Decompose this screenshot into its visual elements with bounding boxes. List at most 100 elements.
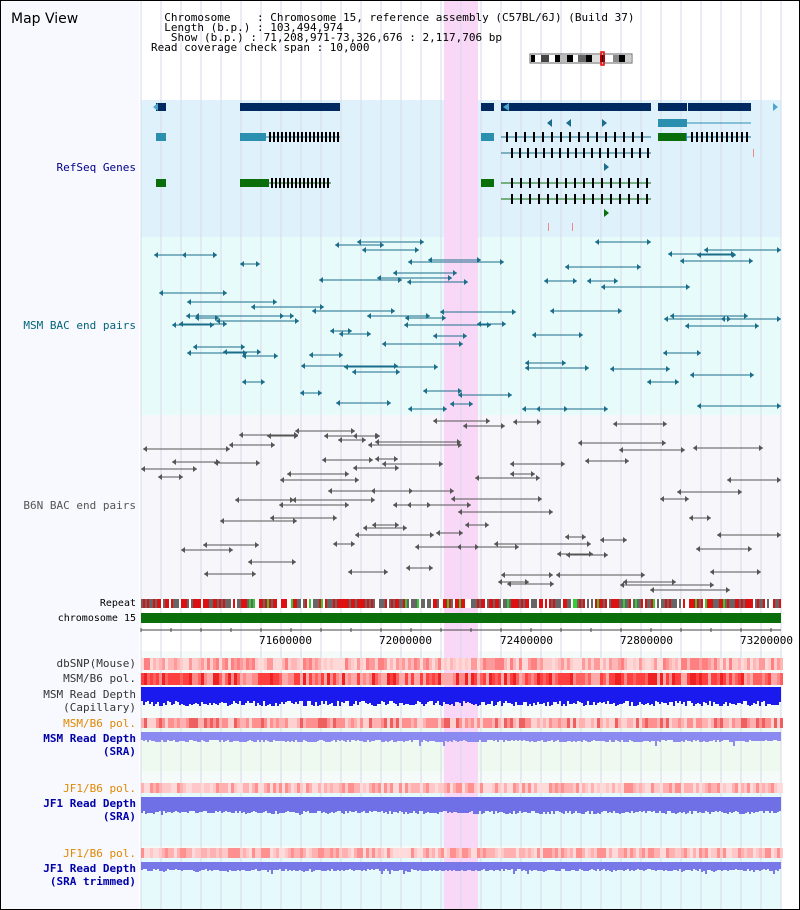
msm-bac-pair-end — [398, 277, 402, 283]
exon — [337, 132, 339, 142]
msm-depth-sra — [553, 732, 555, 742]
repeat-segment — [387, 599, 389, 608]
b6n-bac-pair-end — [324, 433, 328, 439]
track-label-repeat[interactable]: Repeat — [99, 598, 136, 609]
jf1-depth-sra — [311, 797, 313, 813]
track-label-msm-bac[interactable]: MSM BAC end pairs — [23, 319, 136, 332]
msm-depth-capillary — [393, 687, 395, 703]
jf1-pol-heat — [429, 783, 432, 793]
b6n-bac-pair-end — [294, 433, 298, 439]
msm-depth-capillary — [589, 687, 591, 705]
jf1-depth-sra — [609, 797, 611, 812]
jf1-depth-trim — [529, 862, 531, 870]
exon — [691, 132, 693, 142]
repeat-segment — [285, 599, 287, 608]
jf1-depth-sra — [191, 797, 193, 811]
msm-depth-capillary — [567, 687, 569, 701]
msm-pol2-heat — [615, 718, 618, 728]
jf1-depth-sra — [385, 797, 387, 812]
msm-pol2-heat — [750, 718, 753, 728]
msm-depth-sra — [147, 732, 149, 742]
msm-depth-sra — [721, 732, 723, 741]
msm-pol2-heat — [564, 718, 567, 728]
msm-depth-capillary — [779, 687, 781, 702]
msm-bac-pair-end — [697, 252, 701, 258]
msm-bac-pair-end — [668, 251, 672, 257]
jf1-depth-trim — [373, 862, 375, 870]
msm-pol2-heat — [228, 718, 231, 728]
msm-depth-sra — [495, 732, 497, 740]
jf1-depth-trim — [271, 862, 273, 874]
jf1-depth-trim — [623, 862, 625, 871]
track-label-jf1-depth-sra[interactable]: JF1 Read Depth (SRA) — [43, 797, 136, 823]
msm-depth-capillary — [217, 687, 219, 705]
msm-depth-capillary — [527, 687, 529, 706]
dbsnp-heat — [663, 658, 666, 670]
jf1-depth-sra — [449, 797, 451, 812]
msm-depth-sra — [761, 732, 763, 741]
msm-depth-capillary — [569, 687, 571, 704]
msm-pol2-heat — [366, 718, 369, 728]
msm-pol2-heat — [150, 718, 153, 728]
jf1-depth-trim — [733, 862, 735, 870]
msm-pol-heat — [651, 673, 654, 685]
track-label-msm-depth-sra[interactable]: MSM Read Depth (SRA) — [43, 732, 136, 758]
msm-depth-sra — [545, 732, 547, 742]
msm-depth-sra — [341, 732, 343, 740]
msm-pol2-heat — [258, 718, 261, 728]
track-label-msm-depth-cap[interactable]: MSM Read Depth (Capillary) — [43, 688, 136, 714]
msm-depth-capillary — [421, 687, 423, 704]
jf1-pol-heat — [756, 783, 759, 793]
b6n-bac-pair-end — [662, 440, 666, 446]
gene-arrow — [773, 103, 778, 111]
repeat-segment — [553, 599, 555, 608]
jf1-depth-sra — [463, 797, 465, 813]
jf1-pol-heat — [288, 783, 291, 793]
axis-tick-label: 72400000 — [500, 634, 553, 647]
jf1-pol-heat — [285, 783, 288, 793]
jf1-pol2-heat — [531, 848, 534, 858]
track-label-dbsnp[interactable]: dbSNP(Mouse) — [56, 657, 136, 670]
track-label-b6n-bac[interactable]: B6N BAC end pairs — [23, 499, 136, 512]
msm-depth-capillary — [419, 687, 421, 702]
msm-depth-sra — [615, 732, 617, 740]
msm-depth-sra — [755, 732, 757, 741]
msm-pol2-heat — [723, 718, 726, 728]
jf1-depth-trim — [163, 862, 165, 872]
repeat-segment — [261, 599, 263, 608]
msm-depth-capillary — [771, 687, 773, 705]
msm-bac-pair-end — [442, 315, 446, 321]
jf1-pol2-heat — [696, 848, 699, 858]
track-label-chromosome[interactable]: chromosome 15 — [57, 613, 136, 624]
jf1-depth-sra — [537, 797, 539, 813]
track-label-msm-pol-2[interactable]: MSM/B6 pol. — [63, 717, 136, 730]
jf1-depth-sra — [241, 797, 243, 813]
repeat-segment — [487, 599, 489, 608]
dbsnp-heat — [447, 658, 450, 670]
jf1-pol-heat — [141, 783, 144, 793]
b6n-bac-pair-end — [578, 440, 582, 446]
track-label-msm-pol-1[interactable]: MSM/B6 pol. — [63, 672, 136, 685]
jf1-depth-trim — [217, 862, 219, 870]
msm-pol2-heat — [558, 718, 561, 728]
msm-pol2-heat — [351, 718, 354, 728]
msm-depth-sra — [183, 732, 185, 741]
jf1-depth-trim — [533, 862, 535, 870]
msm-pol2-heat — [447, 718, 450, 728]
repeat-segment — [377, 599, 379, 608]
msm-depth-sra — [569, 732, 571, 741]
jf1-depth-trim — [141, 862, 143, 870]
jf1-depth-trim — [179, 862, 181, 870]
track-label-jf1-trim[interactable]: JF1 Read Depth (SRA trimmed) — [43, 862, 136, 888]
jf1-pol2-heat — [666, 848, 669, 858]
track-label-jf1-pol-1[interactable]: JF1/B6 pol. — [63, 782, 136, 795]
msm-pol-heat — [144, 673, 147, 685]
track-label-jf1-pol-2[interactable]: JF1/B6 pol. — [63, 847, 136, 860]
jf1-depth-trim — [619, 862, 621, 870]
dbsnp-heat — [768, 658, 771, 670]
jf1-pol-heat — [348, 783, 351, 793]
track-label-refseq[interactable]: RefSeq Genes — [56, 161, 136, 174]
msm-depth-capillary — [415, 687, 417, 704]
jf1-pol2-heat — [165, 848, 168, 858]
